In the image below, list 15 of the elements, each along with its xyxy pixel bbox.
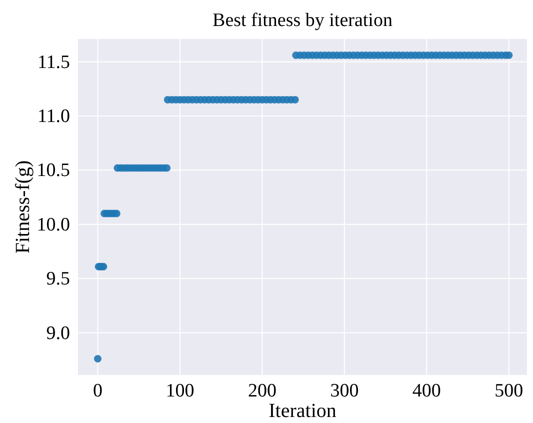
y-tick-label: 9.5 <box>46 268 70 290</box>
y-tick-label: 10.5 <box>36 160 70 182</box>
y-tick-label: 9.0 <box>46 322 70 344</box>
y-tick-label: 11.5 <box>37 52 70 73</box>
x-tick-label: 500 <box>494 380 524 402</box>
chart-title: Best fitness by iteration <box>212 10 393 31</box>
x-axis-title: Iteration <box>268 400 336 422</box>
x-tick-label: 300 <box>330 380 359 402</box>
x-tick-label: 400 <box>412 380 441 402</box>
x-tick-label: 100 <box>166 380 194 402</box>
x-tick-label: 200 <box>248 380 276 402</box>
y-tick-label: 10.0 <box>36 214 70 236</box>
y-tick-label: 11.0 <box>37 106 70 128</box>
x-tick-label: 0 <box>92 380 102 402</box>
y-axis-title: Fitness-f(g) <box>12 160 34 254</box>
